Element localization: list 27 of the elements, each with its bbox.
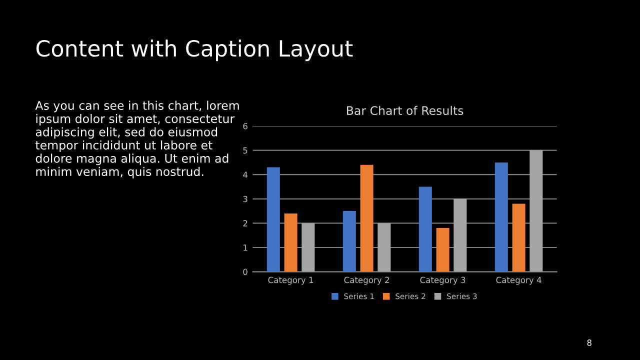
x-tick-label: Category 4 — [496, 276, 542, 285]
bar — [454, 198, 467, 272]
bar — [436, 228, 450, 272]
x-tick-label: Category 3 — [420, 276, 466, 285]
x-tick-label: Category 2 — [344, 276, 389, 285]
bar — [512, 204, 526, 272]
y-tick-label: 4 — [243, 172, 248, 178]
y-tick-label: 1 — [244, 244, 248, 251]
bar — [530, 150, 543, 272]
y-tick-label: 0 — [243, 268, 248, 276]
text: Content with Caption Layout — [36, 40, 353, 62]
bar — [418, 186, 432, 272]
y-tick-label: 2 — [243, 220, 248, 226]
bar — [302, 223, 315, 272]
bar — [342, 211, 356, 272]
text: 8 — [587, 339, 592, 346]
bar — [284, 213, 298, 272]
x-tick-label: Category 1 — [268, 276, 314, 285]
y-tick-label: 5 — [243, 147, 248, 154]
bar — [378, 223, 391, 272]
bar — [360, 164, 374, 272]
y-tick-label: 3 — [243, 196, 248, 202]
text: As you can see in this chart, lorem ipsum dolor sit amet, consectetur adipiscing elit, sed do eiusmod tempor incididunt ut labore et dolore magna aliqua. Ut enim ad minim veniam, quis nostrud. — [35, 100, 239, 178]
y-tick-label: 6 — [243, 122, 248, 130]
chart-title: Bar Chart of Results — [347, 106, 464, 116]
bar — [266, 167, 280, 272]
bar — [494, 162, 508, 272]
